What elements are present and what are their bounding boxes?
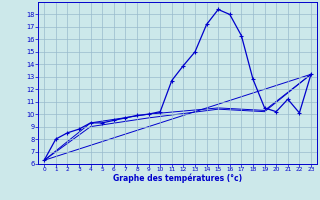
X-axis label: Graphe des températures (°c): Graphe des températures (°c)	[113, 174, 242, 183]
